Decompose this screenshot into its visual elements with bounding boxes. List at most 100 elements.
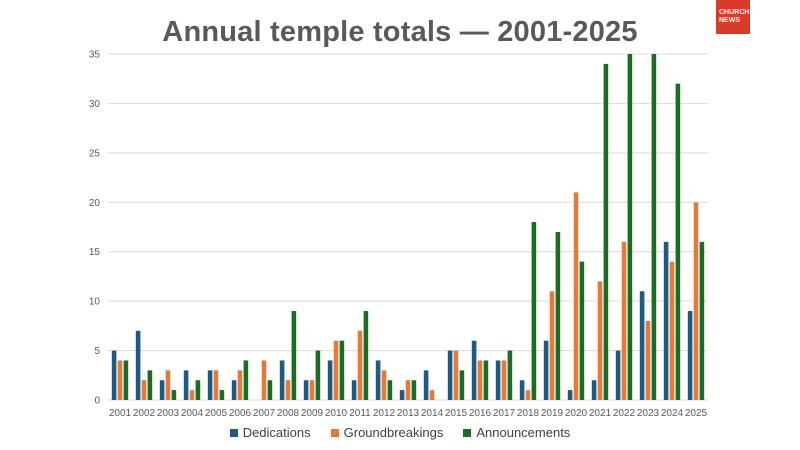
bar-groundbreakings (165, 370, 171, 400)
bar-dedications (207, 370, 213, 400)
x-tick-label: 2001 (109, 408, 132, 419)
bar-dedications (279, 360, 285, 400)
bar-dedications (543, 340, 549, 400)
y-tick-label: 30 (89, 99, 101, 110)
bar-announcements (603, 63, 609, 401)
bar-dedications (471, 340, 477, 400)
bar-announcements (651, 54, 657, 400)
x-tick-label: 2006 (229, 408, 252, 419)
bar-dedications (183, 370, 189, 400)
x-tick-label: 2023 (637, 408, 660, 419)
bar-dedications (495, 360, 501, 400)
x-tick-label: 2016 (469, 408, 492, 419)
legend-swatch (330, 428, 339, 437)
x-tick-label: 2014 (421, 408, 444, 419)
x-tick-label: 2015 (445, 408, 468, 419)
y-tick-label: 15 (89, 247, 101, 258)
bar-announcements (291, 311, 297, 400)
bar-groundbreakings (573, 192, 579, 400)
bar-dedications (447, 350, 453, 400)
legend-swatch (229, 428, 238, 437)
bar-dedications (567, 390, 573, 400)
x-tick-label: 2012 (373, 408, 396, 419)
bar-dedications (231, 380, 237, 400)
x-tick-label: 2009 (301, 408, 324, 419)
bar-announcements (267, 380, 273, 400)
bar-groundbreakings (237, 370, 243, 400)
legend-label: Announcements (476, 425, 571, 440)
bar-groundbreakings (549, 291, 555, 400)
bar-announcements (147, 370, 153, 400)
bar-announcements (171, 390, 177, 400)
bar-dedications (663, 241, 669, 400)
church-news-logo: CHURCH NEWS (716, 0, 750, 34)
bar-groundbreakings (501, 360, 507, 400)
bar-groundbreakings (693, 202, 699, 400)
legend-item: Announcements (463, 425, 570, 440)
logo-line-1: CHURCH (719, 9, 750, 16)
chart-title: Annual temple totals — 2001-2025 (162, 16, 638, 48)
legend-item: Groundbreakings (330, 425, 444, 440)
x-tick-label: 2008 (277, 408, 300, 419)
bar-dedications (327, 360, 333, 400)
x-tick-label: 2011 (349, 408, 371, 419)
bar-announcements (483, 360, 489, 400)
bar-dedications (615, 350, 621, 400)
x-tick-label: 2021 (589, 408, 612, 419)
bar-groundbreakings (285, 380, 291, 400)
bar-announcements (339, 340, 345, 400)
legend-label: Groundbreakings (343, 425, 444, 440)
bar-announcements (627, 54, 633, 400)
bar-announcements (507, 350, 513, 400)
bar-groundbreakings (117, 360, 123, 400)
bar-announcements (219, 390, 225, 400)
bar-announcements (555, 231, 561, 400)
bar-announcements (459, 370, 465, 400)
bar-groundbreakings (621, 241, 627, 400)
bar-dedications (351, 380, 357, 400)
y-tick-label: 5 (94, 346, 100, 357)
bar-announcements (411, 380, 417, 400)
x-tick-label: 2019 (541, 408, 564, 419)
bar-dedications (303, 380, 309, 400)
x-tick-label: 2007 (253, 408, 276, 419)
x-tick-label: 2004 (181, 408, 204, 419)
bar-groundbreakings (357, 330, 363, 400)
bar-announcements (315, 350, 321, 400)
bar-groundbreakings (333, 340, 339, 400)
x-tick-label: 2025 (685, 408, 708, 419)
x-tick-label: 2024 (661, 408, 684, 419)
bar-announcements (123, 360, 129, 400)
bar-groundbreakings (309, 380, 315, 400)
bar-groundbreakings (213, 370, 219, 400)
y-tick-label: 10 (89, 297, 101, 308)
x-tick-label: 2002 (133, 408, 156, 419)
bar-groundbreakings (429, 390, 435, 400)
bar-dedications (687, 311, 693, 400)
bar-dedications (135, 330, 141, 400)
bar-announcements (243, 360, 249, 400)
bar-groundbreakings (141, 380, 147, 400)
bar-announcements (387, 380, 393, 400)
bar-announcements (675, 83, 681, 401)
bar-announcements (195, 380, 201, 400)
x-tick-label: 2013 (397, 408, 420, 419)
bar-dedications (111, 350, 117, 400)
logo-line-2: NEWS (719, 17, 740, 24)
bar-dedications (591, 380, 597, 400)
bar-groundbreakings (261, 360, 267, 400)
x-tick-label: 2005 (205, 408, 228, 419)
bar-announcements (699, 241, 705, 400)
bar-dedications (423, 370, 429, 400)
legend-swatch (463, 428, 472, 437)
bar-groundbreakings (189, 390, 195, 400)
bar-announcements (363, 311, 369, 400)
legend-item: Dedications (229, 425, 311, 440)
y-tick-label: 25 (89, 148, 101, 159)
legend: Dedications Groundbreakings Announcements (0, 425, 800, 440)
bar-announcements (579, 261, 585, 400)
y-tick-label: 35 (89, 50, 101, 61)
bar-dedications (159, 380, 165, 400)
x-tick-label: 2018 (517, 408, 540, 419)
